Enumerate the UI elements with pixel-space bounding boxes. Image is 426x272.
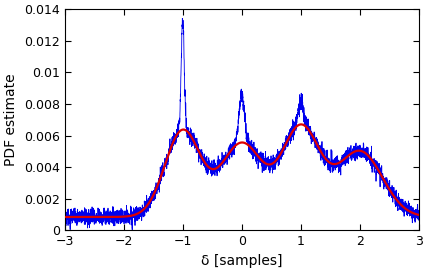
Y-axis label: PDF estimate: PDF estimate	[4, 73, 18, 166]
X-axis label: δ [samples]: δ [samples]	[201, 254, 282, 268]
